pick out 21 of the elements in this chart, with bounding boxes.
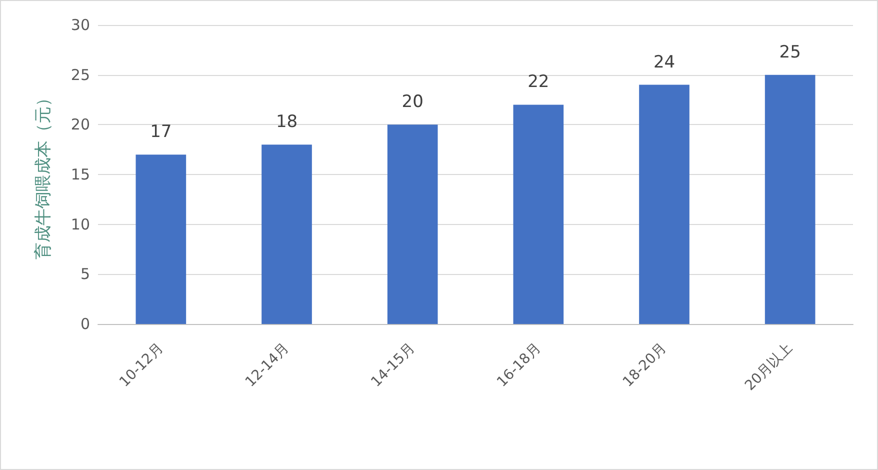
- y-tick-label: 20: [70, 116, 90, 134]
- bar: [764, 74, 816, 324]
- data-label: 24: [653, 52, 676, 72]
- data-label: 22: [528, 72, 550, 92]
- data-label: 25: [779, 42, 801, 62]
- y-tick-label: 30: [70, 16, 90, 34]
- y-tick-label: 25: [70, 66, 90, 84]
- data-label: 17: [150, 122, 172, 142]
- x-tick-label: 20月以上: [742, 340, 796, 394]
- bar: [513, 104, 564, 324]
- y-tick-label: 15: [70, 166, 90, 184]
- bar: [136, 154, 186, 324]
- bar: [639, 84, 690, 324]
- bar: [262, 144, 312, 324]
- y-tick-label: 5: [80, 265, 90, 284]
- data-label: 20: [402, 92, 424, 112]
- data-label: 18: [276, 112, 298, 132]
- y-tick-label: 0: [80, 315, 90, 333]
- y-tick-label: 10: [70, 215, 90, 234]
- bar: [387, 124, 438, 324]
- y-axis-title: 育成牛饲喂成本（元）: [34, 90, 54, 260]
